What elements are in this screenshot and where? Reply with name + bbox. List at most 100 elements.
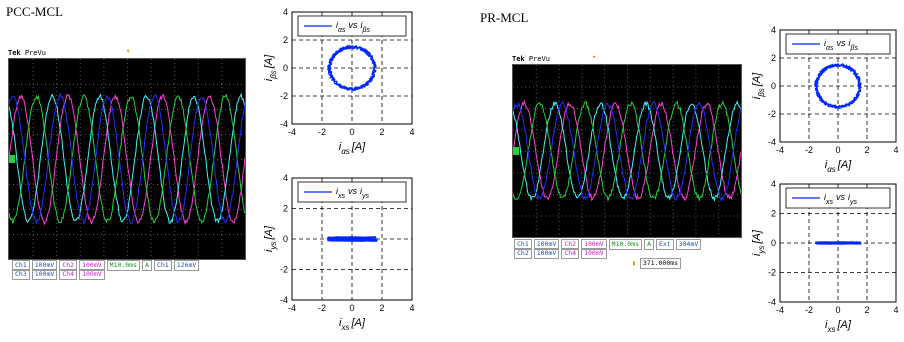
graticule-dot xyxy=(721,151,722,152)
graticule-dot xyxy=(150,83,152,84)
graticule-dot xyxy=(653,86,654,88)
graticule-dot xyxy=(733,108,734,109)
graticule-dot xyxy=(673,129,674,131)
graticule-dot xyxy=(627,177,628,178)
graticule-dot xyxy=(174,67,176,68)
graticule-dot xyxy=(558,205,560,206)
graticule-dot xyxy=(103,195,105,196)
graticule-dot xyxy=(103,207,105,208)
scope-screen xyxy=(8,58,246,260)
graticule-dot xyxy=(103,75,105,76)
graticule-dot xyxy=(56,123,58,124)
graticule-dot xyxy=(558,169,560,170)
graticule-dot xyxy=(537,151,538,152)
graticule-dot xyxy=(185,184,186,185)
graticule-dot xyxy=(705,108,706,109)
graticule-dot xyxy=(101,109,102,110)
graticule-dot xyxy=(609,194,610,195)
graticule-dot xyxy=(625,108,626,109)
graticule-dot xyxy=(627,125,628,126)
graticule-dot xyxy=(229,234,230,235)
graticule-dot xyxy=(581,133,583,134)
graticule-dot xyxy=(209,184,210,185)
graticule-dot xyxy=(593,151,594,152)
graticule-dot xyxy=(197,183,199,184)
graticule-dot xyxy=(617,86,618,88)
graticule-dot xyxy=(718,133,720,134)
graticule-dot xyxy=(535,133,537,134)
graticule-dot xyxy=(103,167,105,168)
graticule-dot xyxy=(665,129,666,131)
x-tick-label: 2 xyxy=(864,305,869,315)
graticule-dot xyxy=(127,87,128,88)
graticule-dot xyxy=(718,73,720,74)
graticule-dot xyxy=(169,159,170,160)
graticule-dot xyxy=(558,129,560,130)
graticule-dot xyxy=(597,215,598,217)
graticule-dot xyxy=(627,97,628,98)
graticule-dot xyxy=(13,234,14,235)
graticule-dot xyxy=(197,99,199,100)
graticule-dot xyxy=(625,151,626,152)
graticule-dot xyxy=(174,99,176,100)
graticule-dot xyxy=(605,215,606,217)
x-tick-label: -4 xyxy=(288,127,296,137)
graticule-dot xyxy=(174,251,176,252)
graticule-dot xyxy=(558,193,560,194)
graticule-dot xyxy=(150,231,152,232)
graticule-dot xyxy=(693,86,694,88)
graticule-dot xyxy=(604,201,606,202)
graticule-dot xyxy=(718,129,720,130)
graticule-dot xyxy=(161,209,162,210)
graticule-dot xyxy=(627,205,628,206)
graticule-dot xyxy=(221,199,223,200)
graticule-dot xyxy=(604,69,606,70)
status-field: 100mV xyxy=(533,239,560,250)
graticule-dot xyxy=(573,129,574,131)
graticule-dot xyxy=(557,86,558,88)
graticule-dot xyxy=(553,129,554,131)
graticule-dot xyxy=(205,84,206,85)
graticule-dot xyxy=(585,151,586,152)
graticule-dot xyxy=(601,129,602,131)
graticule-dot xyxy=(56,239,58,240)
graticule-dot xyxy=(137,234,138,235)
graticule-dot xyxy=(561,215,562,217)
graticule-dot xyxy=(127,227,128,228)
graticule-dot xyxy=(695,109,697,110)
graticule-dot xyxy=(174,219,176,220)
graticule-dot xyxy=(101,84,102,85)
graticule-dot xyxy=(613,215,614,217)
graticule-dot xyxy=(693,108,694,109)
graticule-dot xyxy=(558,157,560,158)
graticule-dot xyxy=(133,134,134,135)
graticule-dot xyxy=(549,108,550,109)
graticule-dot xyxy=(209,134,210,135)
graticule-dot xyxy=(197,127,199,128)
graticule-dot xyxy=(32,87,34,88)
graticule-dot xyxy=(49,134,50,135)
graticule-dot xyxy=(701,129,702,131)
graticule-dot xyxy=(32,99,34,100)
graticule-dot xyxy=(657,129,658,131)
scope-screen xyxy=(512,64,742,238)
graticule-dot xyxy=(681,172,682,174)
graticule-dot xyxy=(127,131,128,132)
graticule-dot xyxy=(705,194,706,195)
graticule-dot xyxy=(649,217,651,218)
graticule-dot xyxy=(525,194,526,195)
graticule-dot xyxy=(701,194,702,195)
graticule-dot xyxy=(627,229,628,230)
graticule-dot xyxy=(545,215,546,217)
graticule-dot xyxy=(558,133,560,134)
graticule-dot xyxy=(649,189,651,190)
graticule-dot xyxy=(697,129,698,131)
graticule-dot xyxy=(627,169,628,170)
graticule-dot xyxy=(693,172,694,174)
graticule-dot xyxy=(672,181,674,182)
graticule-dot xyxy=(174,91,176,92)
graticule-dot xyxy=(79,231,81,232)
waveform-ch2 xyxy=(512,100,742,202)
graticule-dot xyxy=(633,129,634,131)
